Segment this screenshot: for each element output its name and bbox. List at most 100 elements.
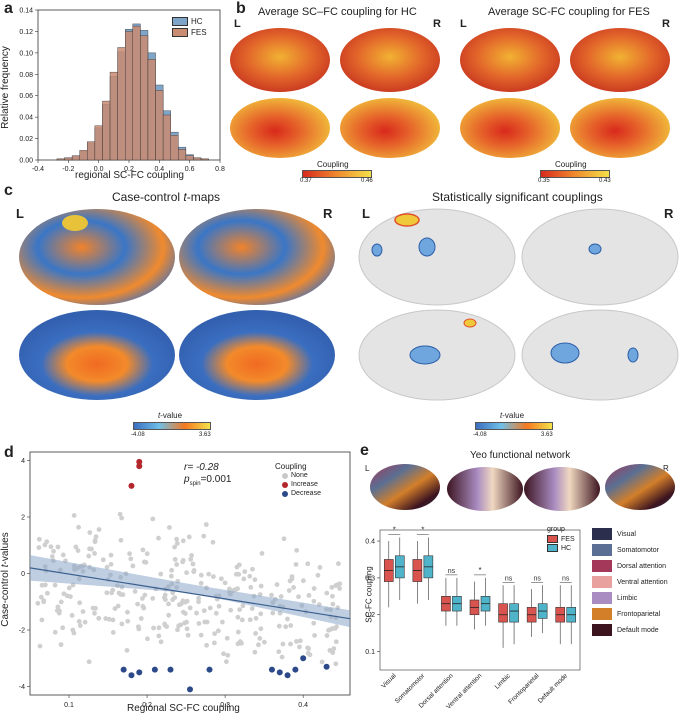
scatter-point-none	[278, 594, 284, 599]
scatter-point-none	[201, 533, 207, 539]
scatter-point-none	[156, 633, 162, 639]
scatter-point-none	[297, 644, 302, 650]
scatter-point-none	[296, 594, 301, 600]
scatter-point-none	[86, 553, 92, 559]
legend-text: Increase	[291, 481, 318, 488]
scatter-point-none	[237, 639, 243, 644]
tmap-lateral-left	[19, 209, 175, 305]
scatter-ylabel: Case-control t-values	[0, 532, 11, 627]
scatter-point-none	[289, 576, 295, 582]
hist-bar-fes	[147, 59, 156, 161]
scatter-point-none	[92, 610, 97, 616]
scatter-point-decrease	[276, 669, 283, 676]
network-swatch	[592, 608, 612, 620]
network-swatch	[592, 544, 612, 556]
scatter-point-none	[196, 599, 201, 605]
panel-a-letter: a	[4, 0, 13, 17]
scatter-point-none	[66, 585, 72, 591]
b-cbar-label-fes: Coupling	[555, 160, 587, 169]
cbar-rest: -value	[160, 411, 183, 420]
brain-lateral-left	[460, 28, 560, 92]
panel-b-letter: b	[236, 0, 246, 17]
b-cbar-hc-max: 0.46	[361, 178, 373, 184]
scatter-point-none	[104, 564, 110, 570]
scatter-point-none	[196, 621, 202, 626]
scatter-point-none	[48, 544, 54, 550]
stat-p-val: =0.001	[200, 474, 232, 485]
legend-swatch	[547, 535, 558, 543]
scatter-point-none	[253, 631, 258, 636]
scatter-point-decrease	[167, 666, 174, 673]
sig-label: *	[421, 525, 424, 534]
network-label: Frontoparietal	[617, 610, 661, 618]
scatter-point-none	[279, 654, 285, 660]
scatter-point-none	[96, 527, 102, 532]
scatter-point-none	[330, 650, 336, 655]
hist-xtick-label: 0.8	[215, 166, 225, 173]
hist-bar-fes	[56, 158, 65, 161]
scatter-point-none	[76, 618, 82, 624]
hist-bar-fes	[140, 35, 149, 161]
scatter-point-none	[168, 573, 174, 579]
scatter-point-none	[184, 598, 190, 604]
scatter-point-none	[96, 615, 102, 621]
scatter-point-none	[218, 576, 224, 582]
scatter-point-none	[60, 625, 66, 631]
scatter-point-none	[258, 626, 264, 632]
scatter-point-none	[334, 624, 339, 630]
scatter-point-none	[166, 612, 172, 618]
scatter-point-none	[115, 603, 121, 609]
hist-bar-fes	[117, 47, 126, 161]
scatter-point-none	[71, 513, 77, 518]
scatter-point-none	[112, 606, 118, 612]
scatter-point-none	[151, 625, 156, 631]
sig-increase-spot	[463, 318, 477, 328]
scatter-point-none	[215, 628, 221, 634]
scatter-point-none	[184, 570, 189, 576]
network-swatch	[592, 624, 612, 636]
scatter-point-none	[77, 623, 83, 628]
scatter-point-none	[202, 619, 208, 625]
scatter-point-none	[174, 536, 180, 542]
hist-ytick-label: 0.10	[19, 50, 33, 57]
c-cbar-max-right: 3.63	[541, 432, 553, 438]
scatter-ytick-label: 2	[21, 514, 25, 521]
scatter-point-increase	[136, 458, 143, 465]
stat-p-sub: spin	[189, 481, 201, 487]
sig-decrease-spot	[550, 342, 580, 364]
scatter-point-none	[337, 586, 343, 591]
legend-dot	[282, 472, 288, 479]
scatter-point-none	[198, 580, 204, 586]
hist-xtick-label: -0.4	[32, 166, 44, 173]
scatter-point-none	[293, 562, 299, 567]
c-right-L: L	[362, 206, 370, 221]
c-cbar-label-right: t-value	[500, 411, 524, 420]
scatter-point-none	[125, 618, 131, 624]
scatter-point-none	[234, 564, 240, 570]
scatter-point-none	[76, 524, 81, 530]
scatter-point-none	[253, 615, 259, 621]
scatter-point-none	[207, 605, 213, 611]
scatter-point-none	[235, 586, 241, 592]
scatter-point-none	[174, 541, 180, 546]
scatter-xtick-label: 0.2	[142, 702, 152, 709]
scatter-point-none	[276, 649, 282, 655]
brain-lateral-right	[340, 28, 440, 92]
scatter-point-none	[288, 641, 293, 647]
scatter-point-none	[93, 534, 99, 540]
scatter-point-none	[242, 569, 248, 575]
hist-legend-hc: HC	[172, 17, 203, 26]
scatter-point-none	[333, 639, 339, 645]
scatter-point-none	[274, 582, 280, 588]
title-hc: Average SC–FC coupling for HC	[258, 6, 417, 18]
network-swatch	[592, 576, 612, 588]
scatter-point-none	[104, 590, 110, 596]
box-fes	[498, 603, 508, 623]
hist-bar-fes	[87, 141, 96, 161]
scatter-point-none	[294, 639, 299, 644]
brain-medial-right	[570, 98, 670, 158]
scatter-point-none	[136, 626, 142, 632]
scatter-xtick-label: 0.4	[298, 702, 308, 709]
scatter-point-none	[170, 597, 176, 603]
sig-label: ns	[562, 575, 570, 582]
